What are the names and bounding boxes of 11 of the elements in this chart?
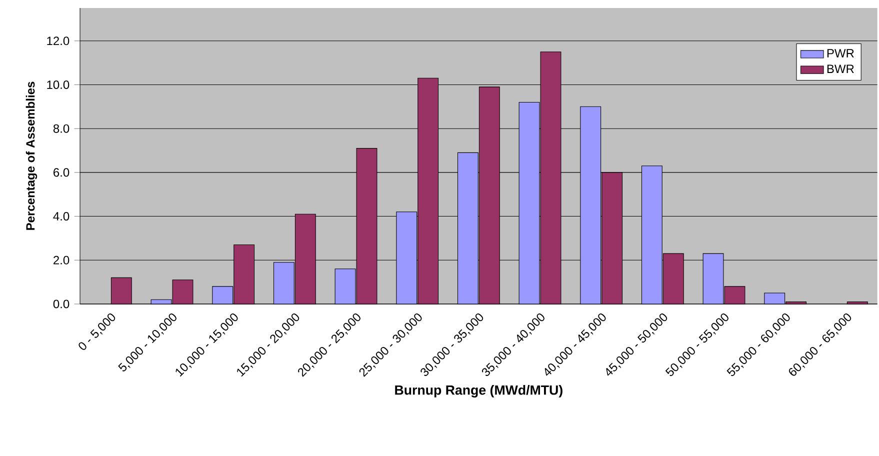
y-tick-label: 8.0 <box>53 124 70 133</box>
legend-label: PWR <box>827 49 854 58</box>
x-axis-title: Burnup Range (MWd/MTU) <box>395 384 562 398</box>
y-axis-title: Percentage of Assemblies <box>26 82 38 230</box>
y-tick-label: 0.0 <box>53 300 70 308</box>
y-tick-label: 4.0 <box>53 212 70 221</box>
y-tick-label: 10.0 <box>47 80 70 89</box>
y-tick-label: 6.0 <box>54 168 70 177</box>
y-tick-label: 12.0 <box>47 36 70 46</box>
legend-label: BWR <box>827 64 854 73</box>
y-tick-label: 2.0 <box>54 256 70 264</box>
